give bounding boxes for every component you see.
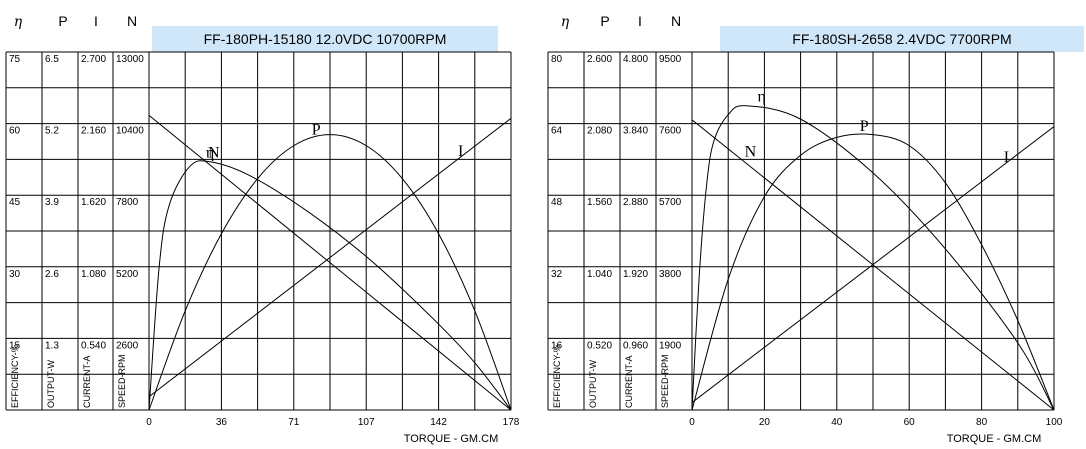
y-tick-N: 2600 (116, 340, 139, 351)
series-P-curve (148, 134, 512, 411)
y-tick-η: 48 (551, 197, 563, 208)
series-label-I: I (1004, 149, 1009, 166)
x-tick: 40 (831, 417, 843, 428)
series-label-η: η (758, 88, 766, 105)
axis-label-3: CURRENT-A (624, 355, 634, 408)
y-tick-I: 0.540 (81, 340, 106, 351)
series-label-P: P (860, 118, 869, 135)
column-head-1: η (14, 14, 23, 30)
y-tick-I: 1.620 (81, 197, 106, 208)
y-tick-I: 2.880 (623, 197, 648, 208)
x-tick: 20 (759, 417, 771, 428)
y-tick-η: 30 (9, 269, 21, 280)
x-tick: 71 (288, 417, 300, 428)
y-tick-N: 13000 (116, 54, 144, 65)
chart-1: FF-180PH-15180 12.0VDC 10700RPM η P I N 15 30 4… (5, 13, 520, 445)
y-tick-I: 2.160 (81, 126, 106, 137)
y-tick-η: 32 (551, 269, 563, 280)
y-tick-N: 3800 (659, 269, 682, 280)
series-label-η: η (206, 145, 214, 162)
y-tick-N: 5200 (116, 269, 139, 280)
column-head-3: I (94, 13, 98, 29)
x-tick: 178 (503, 417, 520, 428)
y-tick-I: 1.920 (623, 269, 648, 280)
y-tick-η: 80 (551, 54, 563, 65)
column-head-1: η (561, 14, 570, 30)
x-tick: 60 (904, 417, 916, 428)
y-tick-η: 75 (9, 54, 21, 65)
column-head-4: N (127, 13, 137, 29)
y-tick-N: 1900 (659, 340, 682, 351)
y-tick-P: 1.3 (45, 340, 59, 351)
chart-title: FF-180SH-2658 2.4VDC 7700RPM (792, 31, 1011, 47)
series-label-N: N (745, 143, 757, 160)
y-tick-I: 0.960 (623, 340, 648, 351)
column-head-2: P (600, 13, 609, 29)
x-tick: 36 (216, 417, 228, 428)
x-tick: 80 (976, 417, 988, 428)
y-tick-P: 5.2 (45, 126, 59, 137)
x-tick: 107 (358, 417, 375, 428)
axis-label-2: OUTPUT-W (46, 360, 56, 408)
y-tick-N: 10400 (116, 126, 144, 137)
y-tick-η: 64 (551, 126, 563, 137)
y-tick-η: 45 (9, 197, 21, 208)
series-η-curve (691, 105, 1055, 411)
axis-label-4: SPEED-RPM (660, 354, 670, 408)
x-tick: 0 (689, 417, 695, 428)
axis-label-3: CURRENT-A (82, 355, 92, 408)
axis-label-1: EFFICIENCY-% (10, 344, 20, 408)
y-tick-P: 3.9 (45, 197, 59, 208)
series-η-curve (148, 160, 512, 411)
axis-label-1: EFFICIENCY-% (552, 344, 562, 408)
y-tick-I: 1.080 (81, 269, 106, 280)
series-I-curve (148, 117, 512, 398)
chart-title: FF-180PH-15180 12.0VDC 10700RPM (204, 31, 447, 47)
y-tick-P: 1.560 (587, 197, 612, 208)
chart-2: FF-180SH-2658 2.4VDC 7700RPM η P I N 16 32 48 64… (547, 13, 1084, 445)
y-tick-I: 3.840 (623, 126, 648, 137)
y-tick-P: 6.5 (45, 54, 59, 65)
axis-label-4: SPEED-RPM (117, 354, 127, 408)
x-tick: 100 (1046, 417, 1063, 428)
column-head-3: I (638, 13, 642, 29)
series-P-curve (691, 133, 1055, 411)
series-I-curve (691, 126, 1055, 403)
y-tick-P: 2.080 (587, 126, 612, 137)
y-tick-N: 9500 (659, 54, 682, 65)
title-bar (152, 26, 498, 52)
y-tick-I: 2.700 (81, 54, 106, 65)
x-tick: 142 (430, 417, 447, 428)
x-axis-title: TORQUE - GM.CM (947, 433, 1042, 445)
y-tick-I: 4.800 (623, 54, 648, 65)
column-head-4: N (671, 13, 681, 29)
y-tick-η: 15 (9, 340, 21, 351)
y-tick-N: 5700 (659, 197, 682, 208)
y-tick-P: 2.6 (45, 269, 59, 280)
series-label-I: I (458, 143, 463, 160)
y-tick-η: 16 (551, 340, 563, 351)
y-tick-N: 7800 (116, 197, 139, 208)
y-tick-P: 0.520 (587, 340, 612, 351)
x-axis-title: TORQUE - GM.CM (404, 433, 499, 445)
title-bar (720, 26, 1084, 52)
series-label-N: N (208, 145, 220, 162)
column-head-2: P (58, 13, 67, 29)
axis-label-2: OUTPUT-W (588, 360, 598, 408)
series-N-curve (148, 114, 512, 411)
y-tick-η: 60 (9, 126, 21, 137)
x-tick: 0 (146, 417, 152, 428)
y-tick-P: 1.040 (587, 269, 612, 280)
series-label-P: P (312, 121, 321, 138)
y-tick-P: 2.600 (587, 54, 612, 65)
y-tick-N: 7600 (659, 126, 682, 137)
